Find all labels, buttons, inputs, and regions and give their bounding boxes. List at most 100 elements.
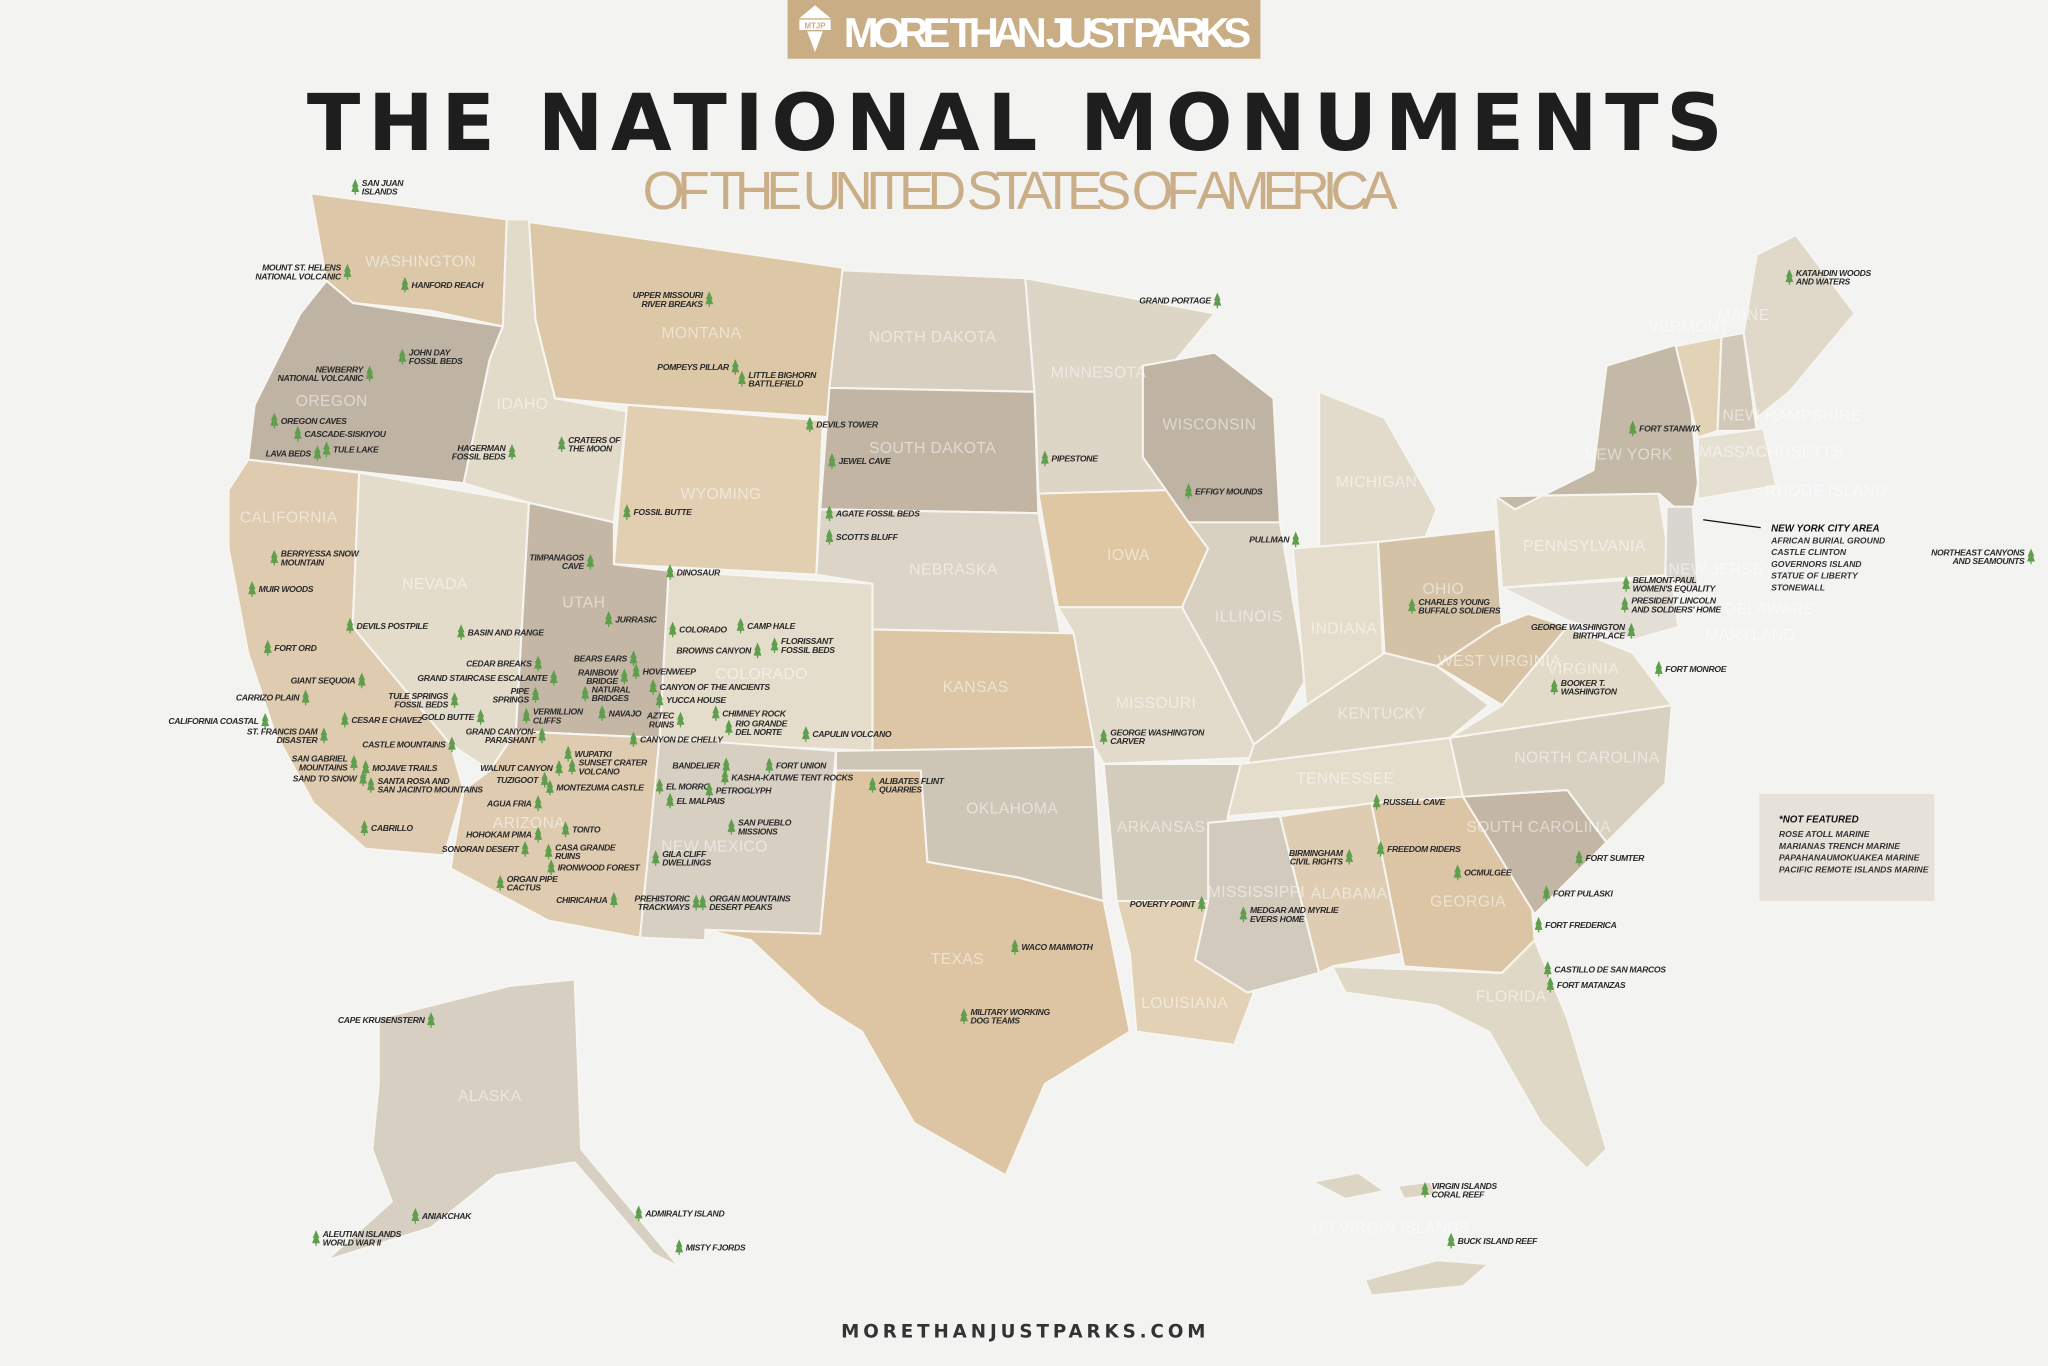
monument-marker[interactable]: WUPATKI — [564, 745, 613, 762]
monument-label[interactable]: WACO MAMMOTH — [1021, 942, 1094, 952]
monument-label[interactable]: FREEDOM RIDERS — [1387, 844, 1461, 854]
monument-marker[interactable]: AGUA FRIA — [486, 795, 543, 811]
monument-marker[interactable]: NATURAL BRIDGES — [581, 685, 631, 704]
monument-label[interactable]: BOOKER T. WASHINGTON — [1561, 678, 1618, 697]
monument-marker[interactable]: SCOTTS BLUFF — [825, 528, 899, 545]
monument-label[interactable]: CANYON OF THE ANCIENTS — [660, 682, 771, 692]
monument-label[interactable]: HAGERMAN FOSSIL BEDS — [452, 443, 507, 462]
monument-label[interactable]: FORT STANWIX — [1639, 424, 1702, 434]
monument-marker[interactable]: MOJAVE TRAILS — [361, 760, 438, 776]
monument-marker[interactable]: FORT PULASKI — [1542, 885, 1614, 902]
monument-label[interactable]: OCMULGEE — [1464, 868, 1512, 878]
monument-marker[interactable]: FOSSIL BUTTE — [623, 504, 692, 520]
monument-label[interactable]: CEDAR BREAKS — [466, 659, 532, 669]
monument-label[interactable]: JOHN DAY FOSSIL BEDS — [409, 348, 464, 367]
monument-label[interactable]: HOHOKAM PIMA — [466, 830, 532, 840]
monument-marker[interactable]: OREGON CAVES — [270, 412, 347, 429]
monument-label[interactable]: LAVA BEDS — [266, 448, 312, 458]
monument-marker[interactable]: EL MORRO — [655, 778, 711, 795]
monument-marker[interactable]: FORT STANWIX — [1628, 420, 1702, 437]
monument-marker[interactable]: MEDGAR AND MYRLIE EVERS HOME — [1239, 905, 1339, 924]
monument-label[interactable]: FOSSIL BUTTE — [633, 507, 692, 517]
monument-marker[interactable]: FORT MONROE — [1654, 660, 1727, 677]
monument-label[interactable]: CAPE KRUSENSTERN — [338, 1015, 426, 1025]
monument-label[interactable]: ORGAN MOUNTAINS DESERT PEAKS — [709, 893, 791, 912]
monument-label[interactable]: JURRASIC — [615, 614, 658, 624]
monument-marker[interactable]: FORT ORD — [263, 639, 317, 656]
monument-label[interactable]: ADMIRALTY ISLAND — [644, 1208, 725, 1218]
monument-label[interactable]: POVERTY POINT — [1130, 899, 1197, 909]
monument-marker[interactable]: GRAND STAIRCASE ESCALANTE — [417, 669, 558, 686]
monument-label[interactable]: LITTLE BIGHORN BATTLEFIELD — [748, 370, 817, 389]
monument-label[interactable]: RUSSELL CAVE — [1383, 797, 1446, 807]
monument-marker[interactable]: GILA CLIFF DWELLINGS — [651, 849, 712, 868]
monument-label[interactable]: YUCCA HOUSE — [666, 695, 727, 705]
monument-label[interactable]: ST. FRANCIS DAM DISASTER — [247, 726, 319, 745]
monument-label[interactable]: CHIRICAHUA — [556, 895, 608, 905]
monument-marker[interactable]: CAPULIN VOLCANO — [801, 726, 892, 742]
monument-marker[interactable]: ST. FRANCIS DAM DISASTER — [247, 726, 328, 745]
monument-label[interactable]: BASIN AND RANGE — [468, 627, 545, 637]
monument-marker[interactable]: GRAND CANYON-PARASHANT — [466, 726, 546, 745]
monument-marker[interactable]: CHIMNEY ROCK — [711, 705, 787, 721]
monument-marker[interactable]: ORGAN MOUNTAINS DESERT PEAKS — [698, 893, 791, 912]
monument-label[interactable]: BERRYESSA SNOW MOUNTAIN — [281, 549, 360, 568]
monument-label[interactable]: FLORISSANT FOSSIL BEDS — [781, 636, 836, 655]
monument-marker[interactable]: SAN JUAN ISLANDS — [351, 178, 405, 197]
monument-label[interactable]: VIRGIN ISLANDS CORAL REEF — [1432, 1181, 1498, 1200]
monument-label[interactable]: EL MALPAIS — [677, 796, 726, 806]
monument-label[interactable]: BUCK ISLAND REEF — [1458, 1236, 1539, 1246]
monument-marker[interactable]: CAPE KRUSENSTERN — [338, 1012, 435, 1028]
monument-label[interactable]: KASHA-KATUWE TENT ROCKS — [731, 772, 853, 782]
monument-marker[interactable]: SAND TO SNOW — [293, 770, 368, 787]
monument-marker[interactable]: TULE SPRINGS FOSSIL BEDS — [388, 691, 459, 710]
monument-label[interactable]: AZTEC RUINS — [646, 711, 676, 730]
monument-marker[interactable]: CHARLES YOUNG BUFFALO SOLDIERS — [1408, 597, 1501, 616]
monument-label[interactable]: CASA GRANDE RUINS — [555, 843, 616, 862]
monument-label[interactable]: PRESIDENT LINCOLN AND SOLDIERS' HOME — [1630, 596, 1721, 615]
monument-marker[interactable]: VIRGIN ISLANDS CORAL REEF — [1421, 1181, 1498, 1200]
monument-marker[interactable]: ANIAKCHAK — [411, 1207, 473, 1224]
monument-label[interactable]: NORTHEAST CANYONS AND SEAMOUNTS — [1931, 547, 2025, 566]
monument-label[interactable]: POMPEYS PILLAR — [657, 362, 730, 372]
monument-marker[interactable]: SONORAN DESERT — [442, 841, 529, 857]
monument-label[interactable]: BEARS EARS — [574, 653, 628, 663]
monument-label[interactable]: TIMPANAGOS CAVE — [529, 553, 584, 572]
monument-label[interactable]: BANDELIER — [672, 761, 721, 771]
monument-marker[interactable]: PRESIDENT LINCOLN AND SOLDIERS' HOME — [1620, 596, 1722, 615]
monument-label[interactable]: DINOSAUR — [677, 567, 722, 577]
monument-marker[interactable]: CASTLE MOUNTAINS — [362, 736, 456, 753]
monument-marker[interactable]: POMPEYS PILLAR — [657, 359, 740, 375]
monument-marker[interactable]: PETROGLYPH — [705, 782, 773, 798]
monument-label[interactable]: CANYON DE CHELLY — [640, 734, 725, 744]
monument-marker[interactable]: LAVA BEDS — [266, 445, 322, 461]
monument-marker[interactable]: PIPE SPRINGS — [493, 686, 540, 705]
monument-label[interactable]: MOUNT ST. HELENS NATIONAL VOLCANIC — [255, 263, 342, 282]
monument-label[interactable]: MONTEZUMA CASTLE — [556, 783, 644, 793]
monument-marker[interactable]: BASIN AND RANGE — [457, 624, 545, 640]
monument-marker[interactable]: ALIBATES FLINT QUARRIES — [868, 776, 945, 795]
monument-label[interactable]: JEWEL CAVE — [839, 456, 892, 466]
monument-label[interactable]: CAPULIN VOLCANO — [812, 729, 892, 739]
monument-marker[interactable]: NAVAJO — [598, 705, 642, 721]
monument-label[interactable]: FORT MATANZAS — [1557, 980, 1626, 990]
monument-marker[interactable]: WALNUT CANYON — [480, 760, 563, 776]
monument-marker[interactable]: YUCCA HOUSE — [655, 692, 727, 708]
monument-label[interactable]: ALIBATES FLINT QUARRIES — [878, 776, 945, 795]
monument-marker[interactable]: JEWEL CAVE — [828, 453, 891, 469]
monument-label[interactable]: CARRIZO PLAIN — [236, 693, 301, 703]
monument-label[interactable]: PULLMAN — [1249, 535, 1290, 545]
monument-label[interactable]: CASTLE MOUNTAINS — [362, 740, 446, 750]
monument-label[interactable]: BROWNS CANYON — [676, 646, 752, 656]
monument-marker[interactable]: OCMULGEE — [1453, 864, 1512, 881]
monument-marker[interactable]: BUCK ISLAND REEF — [1447, 1232, 1539, 1249]
monument-label[interactable]: EL MORRO — [666, 781, 711, 791]
monument-marker[interactable]: BERRYESSA SNOW MOUNTAIN — [270, 549, 360, 568]
monument-label[interactable]: BIRMINGHAM CIVIL RIGHTS — [1289, 848, 1344, 867]
monument-label[interactable]: GRAND STAIRCASE ESCALANTE — [417, 673, 548, 683]
monument-marker[interactable]: AZTEC RUINS — [646, 711, 685, 730]
monument-label[interactable]: SAN JUAN ISLANDS — [362, 178, 405, 197]
monument-marker[interactable]: BELMONT-PAUL WOMEN'S EQUALITY — [1622, 575, 1717, 594]
monument-label[interactable]: MISTY FJORDS — [686, 1242, 746, 1252]
monument-marker[interactable]: CABRILLO — [360, 820, 414, 836]
